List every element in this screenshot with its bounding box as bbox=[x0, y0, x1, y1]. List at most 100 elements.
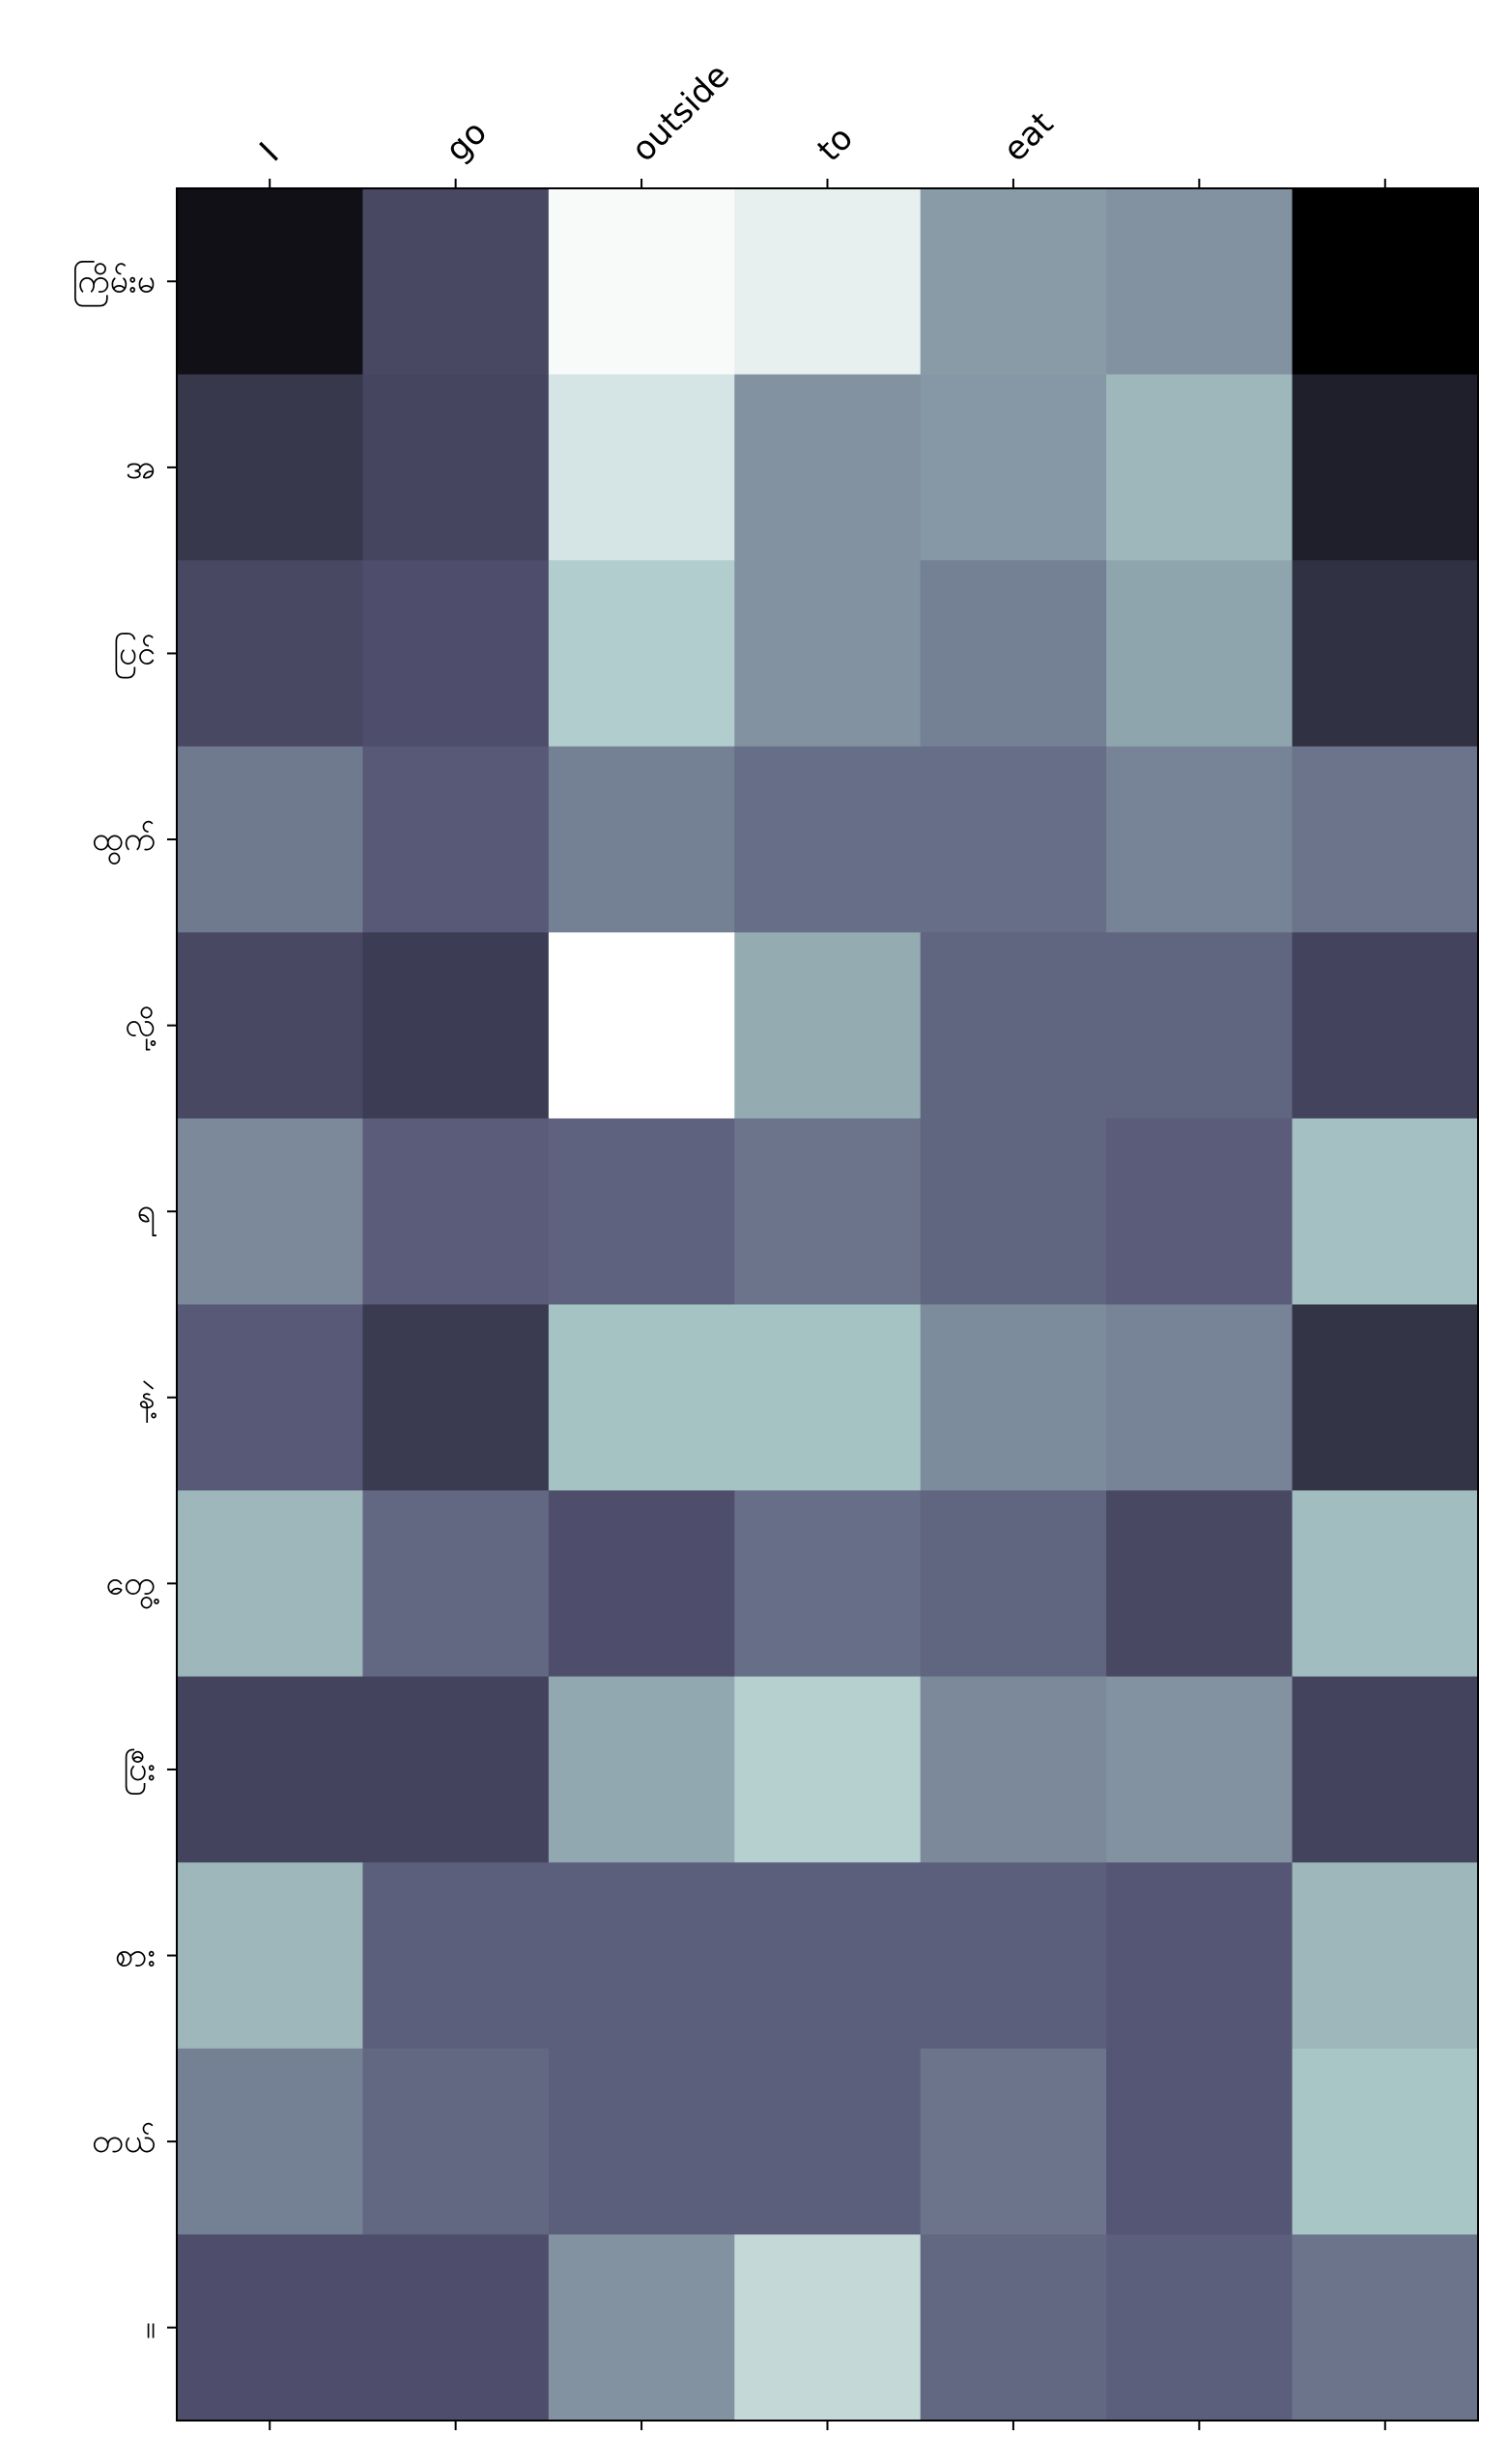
heatmap-cell bbox=[1292, 2048, 1479, 2236]
y-axis: ကြိမ်းမအပြင်ထွက်လို့ရနဲ့တွေ့ပြီးစားတယ်။ bbox=[72, 262, 177, 2347]
heatmap-cell bbox=[734, 1304, 922, 1491]
heatmap-cell bbox=[734, 1862, 922, 2050]
heatmap-cell bbox=[734, 932, 922, 1119]
heatmap-cell bbox=[177, 1490, 364, 1678]
heatmap-cell bbox=[1106, 188, 1294, 376]
heatmap-cell bbox=[920, 1304, 1107, 1491]
x-tick-label: go bbox=[439, 113, 495, 169]
heatmap-cell bbox=[1292, 1490, 1479, 1678]
y-tick-label: အ bbox=[126, 448, 156, 487]
y-tick-label: တွေ့ bbox=[105, 1564, 159, 1608]
heatmap-cell bbox=[177, 188, 364, 376]
y-tick-label: စား bbox=[115, 1937, 156, 1975]
heatmap-cell bbox=[920, 2234, 1107, 2422]
heatmap-cell bbox=[1106, 2234, 1294, 2422]
heatmap-cell bbox=[1106, 932, 1294, 1119]
heatmap-cell bbox=[920, 1118, 1107, 1306]
heatmap-cell bbox=[548, 560, 735, 748]
heatmap-cell bbox=[734, 1676, 922, 1863]
heatmap-cells bbox=[177, 188, 1479, 2422]
x-tick-label: to bbox=[811, 119, 861, 169]
heatmap-cell bbox=[920, 188, 1107, 376]
x-tick-label: eat bbox=[996, 104, 1061, 169]
heatmap-cell bbox=[177, 1676, 364, 1863]
heatmap-cell bbox=[548, 932, 735, 1119]
heatmap-cell bbox=[362, 560, 550, 748]
heatmap-cell bbox=[362, 1490, 550, 1678]
heatmap-cell bbox=[548, 1304, 735, 1491]
heatmap-cell bbox=[177, 1118, 364, 1306]
heatmap-cell bbox=[1292, 932, 1479, 1119]
heatmap-cell bbox=[1292, 1304, 1479, 1491]
heatmap-cell bbox=[920, 1862, 1107, 2050]
y-tick-label: ပြင် bbox=[113, 634, 156, 678]
heatmap-cell bbox=[734, 188, 922, 376]
heatmap-cell bbox=[1106, 1862, 1294, 2050]
heatmap-cell bbox=[177, 2048, 364, 2236]
heatmap-cell bbox=[920, 560, 1107, 748]
heatmap-cell bbox=[362, 2234, 550, 2422]
y-tick-label: ပြီး bbox=[123, 1750, 156, 1795]
heatmap-cell bbox=[920, 374, 1107, 561]
heatmap-cell bbox=[548, 1676, 735, 1863]
heatmap-cell bbox=[734, 2234, 922, 2422]
heatmap-cell bbox=[920, 1490, 1107, 1678]
y-tick-label: တယ် bbox=[92, 2122, 156, 2161]
heatmap-cell bbox=[1292, 188, 1479, 376]
heatmap-cell bbox=[1292, 374, 1479, 561]
heatmap-cell bbox=[1106, 1118, 1294, 1306]
heatmap-cell bbox=[1292, 2234, 1479, 2422]
heatmap-cell bbox=[548, 1862, 735, 2050]
y-tick-label: ထွက် bbox=[92, 820, 156, 864]
x-tick-label: I bbox=[252, 135, 286, 169]
heatmap-cell bbox=[548, 1118, 735, 1306]
heatmap-cell bbox=[920, 746, 1107, 933]
heatmap-cell bbox=[1292, 1118, 1479, 1306]
heatmap-cell bbox=[1106, 560, 1294, 748]
heatmap-cell bbox=[548, 374, 735, 561]
heatmap-cell bbox=[1292, 746, 1479, 933]
y-tick-label: ကြိမ်းမ bbox=[72, 262, 156, 306]
heatmap-cell bbox=[362, 374, 550, 561]
heatmap-cell bbox=[1106, 1676, 1294, 1863]
heatmap-cell bbox=[548, 188, 735, 376]
x-tick-label: outside bbox=[624, 56, 737, 169]
heatmap-cell bbox=[177, 374, 364, 561]
heatmap-cell bbox=[548, 746, 735, 933]
heatmap-cell bbox=[362, 1304, 550, 1491]
heatmap-cell bbox=[1106, 2048, 1294, 2236]
heatmap-cell bbox=[177, 1304, 364, 1491]
heatmap-cell bbox=[177, 560, 364, 748]
heatmap-cell bbox=[920, 932, 1107, 1119]
heatmap-cell bbox=[177, 2234, 364, 2422]
heatmap-cell bbox=[177, 1862, 364, 2050]
heatmap-cell bbox=[1292, 1862, 1479, 2050]
heatmap-cell bbox=[362, 1862, 550, 2050]
heatmap-cell bbox=[734, 1118, 922, 1306]
heatmap-cell bbox=[362, 188, 550, 376]
heatmap-cell bbox=[734, 746, 922, 933]
heatmap-cell bbox=[177, 932, 364, 1119]
heatmap-cell bbox=[362, 1676, 550, 1863]
heatmap-cell bbox=[920, 2048, 1107, 2236]
heatmap-cell bbox=[1106, 374, 1294, 561]
heatmap-cell bbox=[362, 1118, 550, 1306]
heatmap-cell bbox=[1106, 1304, 1294, 1491]
y-tick-label: လို့ bbox=[125, 1006, 156, 1051]
heatmap-cell bbox=[734, 2048, 922, 2236]
heatmap-cell bbox=[362, 932, 550, 1119]
heatmap-cell bbox=[177, 746, 364, 933]
heatmap-cell bbox=[362, 2048, 550, 2236]
heatmap-cell bbox=[1106, 746, 1294, 933]
heatmap-cell bbox=[734, 374, 922, 561]
heatmap-cell bbox=[734, 560, 922, 748]
y-tick-label: ရ bbox=[136, 1192, 156, 1236]
heatmap-cell bbox=[920, 1676, 1107, 1863]
heatmap-cell bbox=[362, 746, 550, 933]
y-tick-label: ။ bbox=[146, 2308, 156, 2347]
heatmap-cell bbox=[548, 1490, 735, 1678]
heatmap-cell bbox=[548, 2234, 735, 2422]
heatmap-cell bbox=[734, 1490, 922, 1678]
heatmap-cell bbox=[1292, 560, 1479, 748]
